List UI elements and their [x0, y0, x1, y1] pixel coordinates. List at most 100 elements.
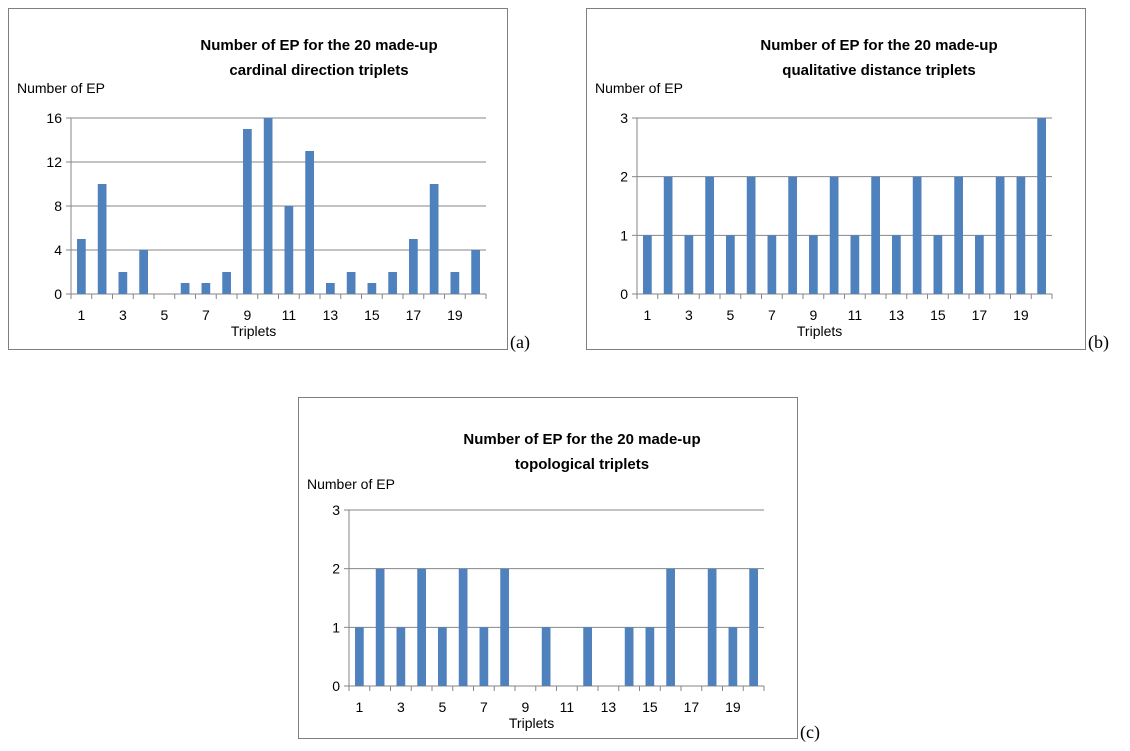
panel-label-b: (b) — [1088, 332, 1109, 352]
bar-triplet-15 — [367, 283, 377, 294]
chart-title-line-1: Number of EP for the 20 made-up — [760, 37, 997, 54]
bar-triplet-20 — [1037, 118, 1046, 294]
x-tick-label: 9 — [809, 307, 817, 323]
bar-triplet-7 — [201, 283, 211, 294]
x-tick-label: 7 — [480, 699, 488, 715]
bar-triplet-19 — [1016, 176, 1026, 294]
x-tick-label: 3 — [685, 307, 693, 323]
bar-triplet-6 — [180, 283, 190, 294]
y-tick-label: 2 — [332, 561, 340, 577]
x-axis-label: Triplets — [797, 323, 842, 339]
x-tick-label: 15 — [930, 307, 946, 323]
x-tick-label: 1 — [643, 307, 651, 323]
y-tick-label: 1 — [332, 619, 340, 635]
bar-triplet-16 — [666, 568, 675, 686]
bar-triplet-17 — [975, 235, 984, 294]
bar-triplet-16 — [388, 272, 397, 294]
x-tick-label: 17 — [406, 307, 422, 323]
y-tick-label: 1 — [620, 227, 628, 243]
x-tick-label: 19 — [1013, 307, 1029, 323]
y-tick-label: 0 — [332, 678, 340, 694]
chart-b-svg: Number of EP for the 20 made-up qualitati… — [595, 37, 1053, 339]
x-tick-label: 9 — [521, 699, 529, 715]
x-tick-label: 7 — [768, 307, 776, 323]
y-tick-label: 8 — [54, 198, 62, 214]
y-tick-label: 3 — [620, 110, 628, 126]
x-tick-label: 3 — [397, 699, 405, 715]
x-tick-label: 19 — [447, 307, 463, 323]
x-tick-label: 13 — [323, 307, 339, 323]
y-tick-label: 16 — [46, 110, 62, 126]
bar-triplet-1 — [77, 239, 86, 294]
chart-title-line-1: Number of EP for the 20 made-up — [463, 431, 700, 448]
x-axis-label: Triplets — [231, 323, 276, 339]
x-tick-label: 13 — [601, 699, 617, 715]
bar-triplet-20 — [471, 250, 480, 294]
bar-triplet-6 — [458, 568, 468, 686]
y-tick-label: 4 — [54, 242, 62, 258]
bar-triplet-12 — [305, 151, 314, 294]
bar-triplet-2 — [97, 184, 107, 294]
bar-triplet-4 — [417, 568, 426, 686]
bar-triplet-14 — [912, 176, 922, 294]
bar-triplet-3 — [684, 235, 694, 294]
bar-triplet-2 — [375, 568, 385, 686]
x-tick-label: 15 — [364, 307, 380, 323]
chart-title-line-2: qualitative distance triplets — [782, 62, 975, 79]
chart-title-line-2: cardinal direction triplets — [229, 62, 408, 79]
bar-triplet-3 — [118, 272, 128, 294]
bar-triplet-8 — [788, 176, 797, 294]
bar-triplet-6 — [746, 176, 756, 294]
bar-triplet-10 — [829, 176, 839, 294]
x-tick-label: 17 — [972, 307, 988, 323]
bar-triplet-1 — [355, 627, 364, 686]
chart-title-line-1: Number of EP for the 20 made-up — [200, 37, 437, 54]
bar-triplet-11 — [284, 206, 294, 294]
y-axis-label: Number of EP — [595, 80, 683, 96]
x-tick-label: 1 — [355, 699, 363, 715]
bar-triplet-11 — [850, 235, 860, 294]
bar-triplet-8 — [222, 272, 231, 294]
bar-triplet-13 — [326, 283, 335, 294]
bar-triplet-12 — [871, 176, 880, 294]
panel-label-a: (a) — [510, 332, 530, 352]
x-tick-label: 13 — [889, 307, 905, 323]
bar-triplet-1 — [643, 235, 652, 294]
x-tick-label: 5 — [160, 307, 168, 323]
bar-triplet-7 — [479, 627, 489, 686]
chart-c-svg: Number of EP for the 20 made-up topologic… — [307, 431, 765, 731]
x-tick-label: 19 — [725, 699, 741, 715]
bar-triplet-4 — [705, 176, 714, 294]
chart-panel-a: Number of EP for the 20 made-up cardinal … — [8, 8, 508, 350]
x-tick-label: 11 — [282, 307, 297, 323]
bar-triplet-8 — [500, 568, 509, 686]
bar-triplet-17 — [409, 239, 418, 294]
bar-triplet-10 — [541, 627, 551, 686]
x-tick-label: 5 — [438, 699, 446, 715]
y-tick-label: 0 — [54, 286, 62, 302]
x-tick-label: 15 — [642, 699, 658, 715]
bar-triplet-5 — [438, 627, 447, 686]
bar-triplet-3 — [396, 627, 406, 686]
chart-title-line-2: topological triplets — [515, 456, 649, 473]
bar-triplet-18 — [707, 568, 717, 686]
x-tick-label: 1 — [77, 307, 85, 323]
y-tick-label: 3 — [332, 502, 340, 518]
x-tick-label: 11 — [560, 699, 575, 715]
bar-triplet-9 — [243, 129, 252, 294]
y-tick-label: 12 — [46, 154, 62, 170]
y-tick-label: 2 — [620, 169, 628, 185]
bar-triplet-5 — [726, 235, 735, 294]
bar-triplet-19 — [728, 627, 738, 686]
x-tick-label: 3 — [119, 307, 127, 323]
bar-triplet-14 — [624, 627, 634, 686]
chart-panel-c: Number of EP for the 20 made-up topologic… — [298, 397, 798, 739]
x-tick-label: 5 — [726, 307, 734, 323]
y-axis-label: Number of EP — [17, 80, 105, 96]
bar-triplet-2 — [663, 176, 673, 294]
bar-triplet-14 — [346, 272, 356, 294]
chart-a-svg: Number of EP for the 20 made-up cardinal … — [17, 37, 487, 339]
bar-triplet-12 — [583, 627, 592, 686]
bar-triplet-4 — [139, 250, 148, 294]
bar-triplet-19 — [450, 272, 460, 294]
